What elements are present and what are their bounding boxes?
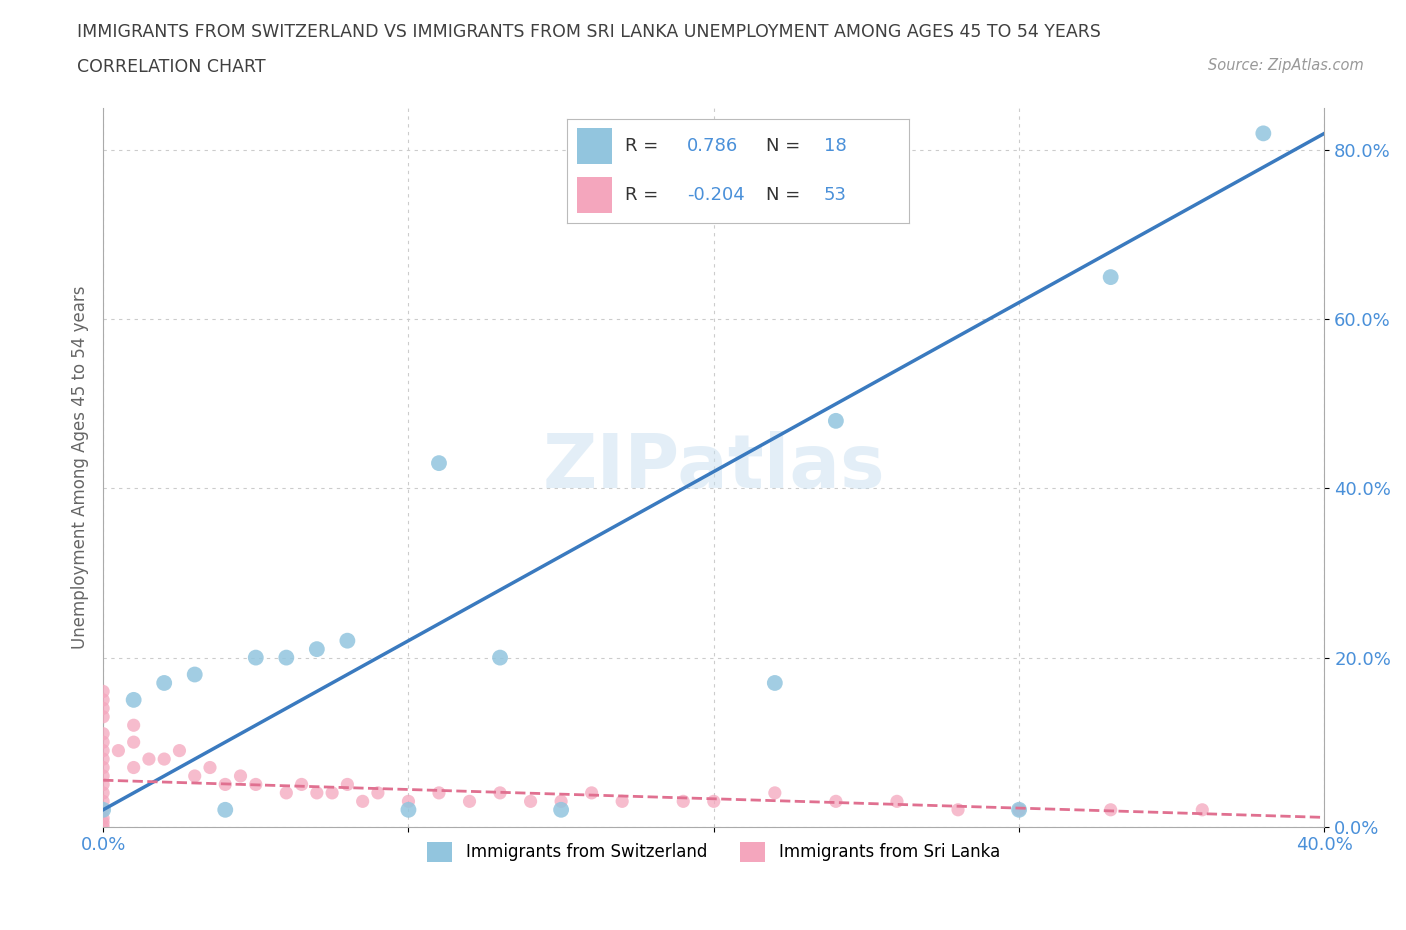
Point [672, 794, 695, 809]
Point [1008, 803, 1031, 817]
Point [489, 786, 512, 801]
Point [91, 743, 114, 758]
Point [91, 794, 114, 809]
Point [1253, 126, 1275, 140]
Point [336, 633, 359, 648]
Point [91, 760, 114, 775]
Point [352, 794, 374, 809]
Point [122, 760, 145, 775]
Point [91, 726, 114, 741]
Point [91, 710, 114, 724]
Point [198, 760, 221, 775]
Point [703, 794, 725, 809]
Point [612, 794, 634, 809]
Point [946, 803, 969, 817]
Point [321, 786, 343, 801]
Point [427, 456, 450, 471]
Point [305, 642, 328, 657]
Point [214, 803, 236, 817]
Point [91, 811, 114, 826]
Point [91, 777, 114, 791]
Point [763, 786, 786, 801]
Point [581, 786, 603, 801]
Point [276, 786, 298, 801]
Point [763, 675, 786, 690]
Point [336, 777, 359, 791]
Point [1099, 803, 1122, 817]
Y-axis label: Unemployment Among Ages 45 to 54 years: Unemployment Among Ages 45 to 54 years [72, 286, 89, 649]
Point [489, 650, 512, 665]
Point [138, 751, 160, 766]
Point [245, 650, 267, 665]
Point [153, 675, 176, 690]
Point [825, 414, 848, 429]
Point [550, 803, 572, 817]
Point [122, 693, 145, 708]
Point [458, 794, 481, 809]
Point [276, 650, 298, 665]
Point [91, 815, 114, 830]
Point [169, 743, 191, 758]
Point [91, 768, 114, 783]
Point [153, 751, 176, 766]
Point [886, 794, 908, 809]
Point [183, 768, 205, 783]
Point [91, 751, 114, 766]
Point [91, 819, 114, 834]
Point [398, 803, 420, 817]
Point [214, 777, 236, 791]
Point [398, 794, 420, 809]
Point [1008, 803, 1031, 817]
Point [122, 718, 145, 733]
Point [1099, 270, 1122, 285]
Legend: Immigrants from Switzerland, Immigrants from Sri Lanka: Immigrants from Switzerland, Immigrants … [420, 835, 1007, 869]
Text: CORRELATION CHART: CORRELATION CHART [77, 58, 266, 75]
Point [427, 786, 450, 801]
Point [290, 777, 312, 791]
Point [107, 743, 129, 758]
Point [91, 735, 114, 750]
Point [91, 786, 114, 801]
Point [91, 701, 114, 716]
Text: IMMIGRANTS FROM SWITZERLAND VS IMMIGRANTS FROM SRI LANKA UNEMPLOYMENT AMONG AGES: IMMIGRANTS FROM SWITZERLAND VS IMMIGRANT… [77, 23, 1101, 41]
Point [91, 684, 114, 698]
Point [183, 667, 205, 682]
Point [825, 794, 848, 809]
Point [91, 693, 114, 708]
Text: ZIPatlas: ZIPatlas [543, 431, 886, 504]
Point [1191, 803, 1213, 817]
Point [122, 735, 145, 750]
Point [305, 786, 328, 801]
Point [519, 794, 541, 809]
Point [550, 794, 572, 809]
Point [229, 768, 252, 783]
Point [245, 777, 267, 791]
Point [367, 786, 389, 801]
Text: Source: ZipAtlas.com: Source: ZipAtlas.com [1208, 58, 1364, 73]
Point [91, 803, 114, 817]
Point [91, 803, 114, 817]
